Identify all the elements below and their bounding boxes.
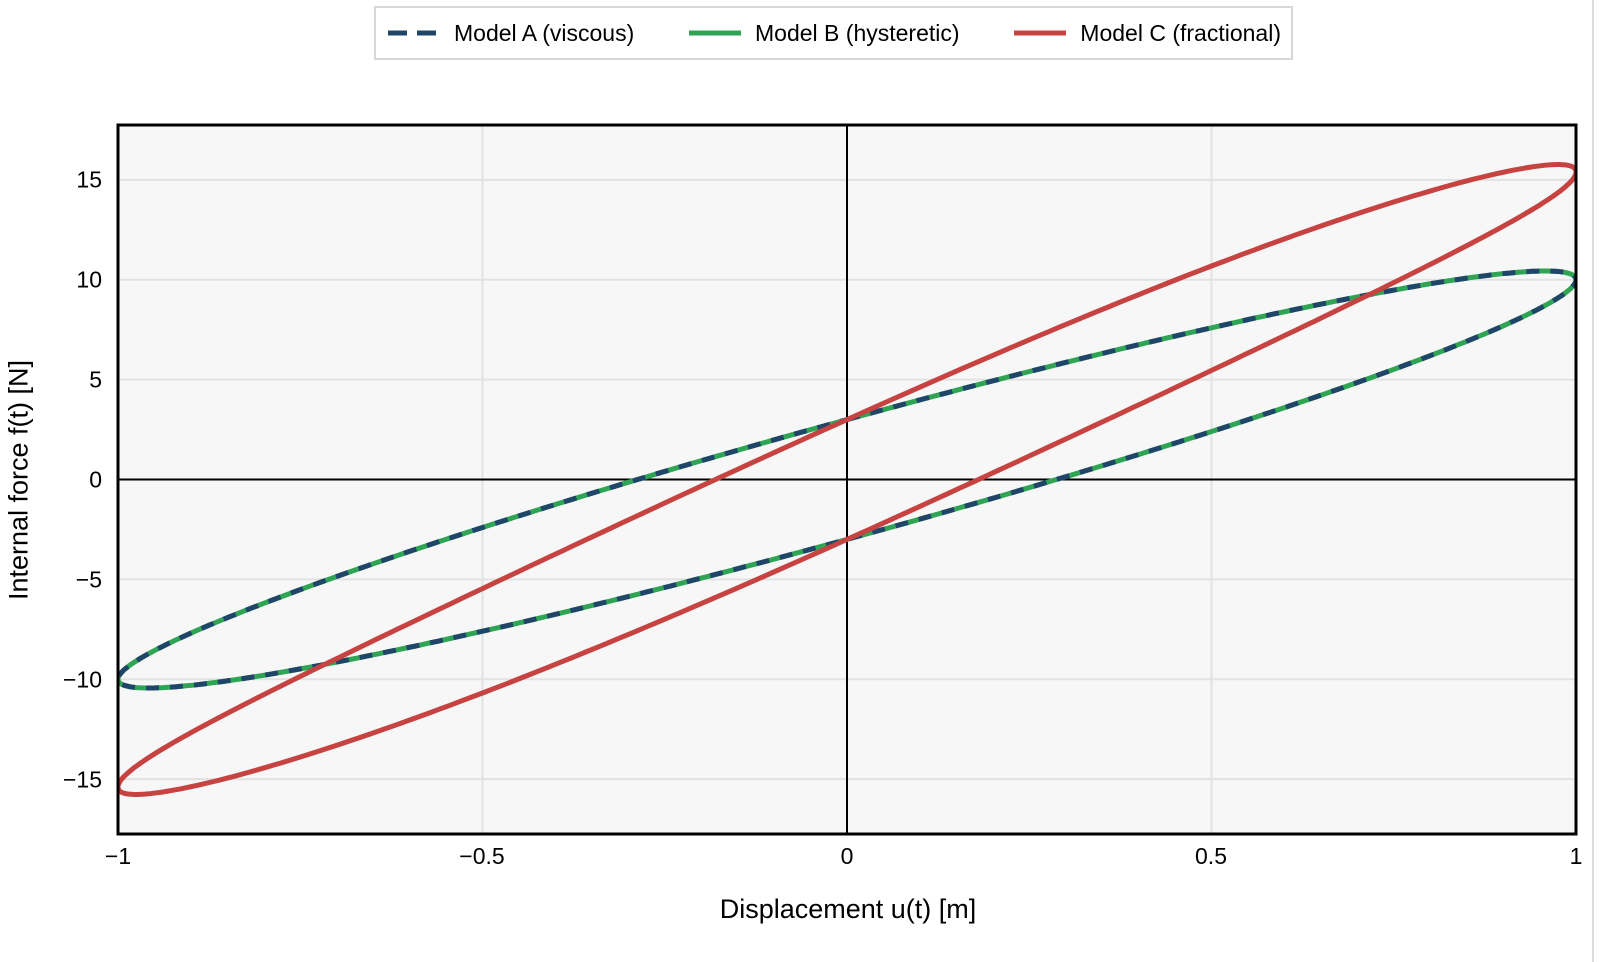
y-tick-label-neg5: −5 — [75, 566, 102, 593]
x-tick-label-0: 0 — [840, 843, 854, 869]
x-tick-label-0p5: 0.5 — [1195, 843, 1227, 869]
model-b-solid-line-swatch — [689, 30, 742, 36]
x-tick-label-1: 1 — [1569, 843, 1583, 869]
y-tick-label-10: 10 — [76, 266, 102, 293]
y-tick-label-neg10: −10 — [62, 666, 102, 693]
model-c-solid-line-swatch — [1014, 30, 1067, 36]
curve-model-c-fractional — [118, 162, 1576, 797]
legend-item-model-b[interactable]: Model B (hysteretic) — [687, 19, 960, 46]
plot-border — [116, 123, 1578, 836]
zero-lines — [118, 125, 1576, 834]
y-axis-title: Internal force f(t) [N] — [3, 359, 34, 601]
legend-label-model-a: Model A (viscous) — [454, 19, 635, 46]
y-tick-label-5: 5 — [89, 366, 102, 393]
y-tick-label-0: 0 — [89, 466, 102, 493]
x-tick-label-neg1: −1 — [104, 843, 132, 869]
legend-label-model-b: Model B (hysteretic) — [755, 19, 960, 46]
x-tick-label-neg0p5: −0.5 — [459, 843, 505, 869]
x-axis-title: Displacement u(t) [m] — [719, 894, 977, 924]
model-a-dashed-line-swatch — [388, 30, 440, 36]
right-edge-divider — [1592, 0, 1594, 962]
y-tick-label-neg15: −15 — [62, 766, 102, 793]
legend-item-model-c[interactable]: Model C (fractional) — [1012, 19, 1281, 46]
series-curves — [118, 162, 1576, 797]
legend: Model A (viscous) Model B (hysteretic) M… — [374, 6, 1293, 60]
legend-label-model-c: Model C (fractional) — [1080, 19, 1281, 46]
legend-item-model-a[interactable]: Model A (viscous) — [386, 19, 635, 46]
y-tick-label-15: 15 — [76, 166, 102, 193]
